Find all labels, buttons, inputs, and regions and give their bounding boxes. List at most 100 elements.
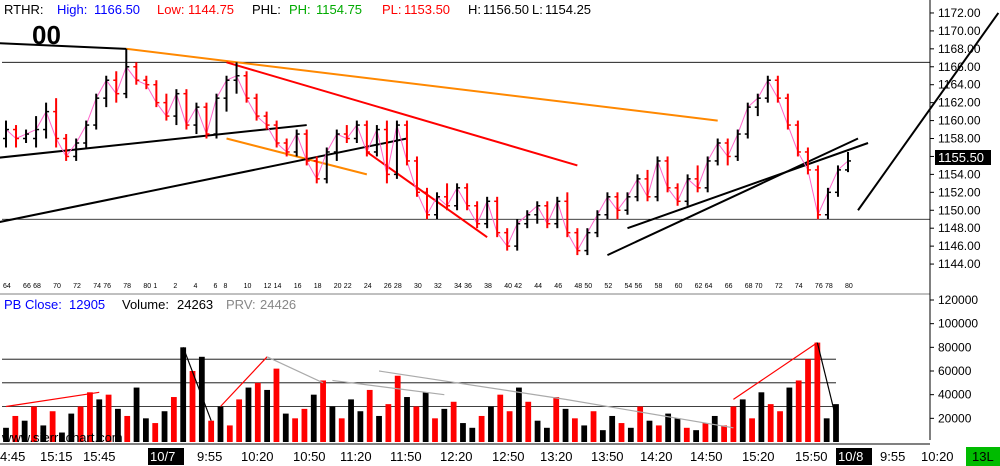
ohlc-bar — [23, 129, 30, 143]
volume-bar — [469, 427, 476, 442]
ph-value: 1154.75 — [316, 2, 362, 17]
date-tick-box — [148, 448, 184, 465]
volume-bar — [739, 399, 746, 442]
ohlc-bar — [273, 120, 280, 148]
ohlc-bar — [544, 201, 551, 229]
price-tick-label: 1162.00 — [938, 96, 981, 110]
ohlc-bar — [313, 156, 320, 184]
ohlc-bar — [343, 125, 350, 143]
ohlc-bar — [43, 102, 50, 139]
volume-trendline — [182, 347, 212, 421]
volume-trendline — [733, 342, 818, 400]
trendline — [0, 42, 127, 50]
volume-bar — [292, 418, 298, 442]
ohlc-bar — [504, 228, 511, 251]
volume-bar — [357, 411, 364, 442]
ohlc-bar — [464, 183, 471, 211]
volume-bar — [562, 408, 569, 442]
time-tick-label: 10:20 — [921, 449, 954, 464]
ohlc-bar — [534, 201, 541, 224]
ohlc-bar — [654, 156, 661, 202]
time-tick-label: 11:50 — [390, 449, 422, 464]
price-tick-label: 1154.00 — [938, 167, 981, 181]
volume-bar — [254, 382, 261, 442]
volume-bar — [805, 359, 811, 442]
volume-bar — [749, 418, 755, 442]
time-tick-label: 13:20 — [540, 449, 573, 464]
volume-bar — [198, 356, 205, 442]
pl-value: 1153.50 — [404, 2, 450, 17]
corner-badge: 13L — [972, 449, 994, 464]
volume-bar — [385, 404, 392, 442]
ohlc-bar — [83, 120, 90, 148]
volume-bar — [544, 427, 550, 442]
volume-bar — [394, 375, 401, 442]
bar-number-label: 74 — [93, 283, 101, 290]
prv-label: PRV: — [226, 297, 256, 312]
volume-bar — [413, 406, 420, 442]
volume-bar — [590, 411, 597, 442]
bar-number-label: 4 — [193, 283, 197, 290]
bar-number-label: 64 — [705, 283, 713, 290]
volume-bar — [655, 425, 662, 442]
bar-number-label: 22 — [344, 283, 352, 290]
volume-trendline — [816, 342, 837, 419]
ohlc-bar — [243, 71, 250, 103]
ohlc-bar — [764, 75, 771, 103]
bar-number-label: 56 — [635, 283, 643, 290]
bar-number-label: 62 — [695, 283, 703, 290]
ohlc-bar — [694, 165, 701, 193]
price-label: 1155.50 — [938, 150, 984, 165]
bar-number-label: 68 — [745, 283, 753, 290]
volume-bar — [245, 387, 252, 442]
volume-bar — [320, 380, 326, 442]
ohlc-bar — [353, 120, 360, 143]
price-tick-label: 1150.00 — [938, 203, 981, 217]
time-tick-label: 12:20 — [440, 449, 473, 464]
bar-number-label: 64 — [3, 283, 11, 290]
volume-trendline — [332, 379, 445, 396]
time-tick-label: 10/8 — [838, 449, 863, 464]
volume-bar — [21, 420, 28, 442]
bar-number-label: 72 — [775, 283, 783, 290]
volume-bar — [170, 397, 177, 442]
volume-bar — [814, 342, 821, 442]
volume-bar — [488, 406, 494, 442]
ohlc-bar — [413, 156, 420, 197]
time-tick-label: 9:55 — [197, 449, 222, 464]
ohlc-bar — [554, 196, 561, 229]
time-tick-label: 15:20 — [742, 449, 775, 464]
ohlc-bar — [674, 183, 681, 206]
bar-number-label: 10 — [244, 283, 252, 290]
volume-tick-label: 100000 — [938, 317, 978, 331]
volume-tick-label: 40000 — [938, 388, 972, 402]
volume-bar — [693, 430, 700, 442]
ohlc-bar — [604, 192, 611, 220]
ohlc-bar — [333, 129, 340, 161]
bar-number-label: 70 — [53, 283, 61, 290]
ohlc-bar — [173, 89, 180, 126]
time-tick-label: 11:20 — [340, 449, 372, 464]
ohlc-bar — [434, 192, 441, 220]
time-tick-label: 14:50 — [690, 449, 723, 464]
ohlc-bar — [103, 75, 110, 108]
volume-bar — [133, 387, 140, 442]
volume-bar — [301, 408, 308, 442]
volume-bar — [12, 415, 19, 442]
bar-number-label: 72 — [73, 283, 81, 290]
corner-badge-box — [966, 447, 1000, 466]
time-tick-label: 13:50 — [591, 449, 624, 464]
ohlc-bar — [203, 102, 210, 139]
volume-bar — [534, 420, 541, 442]
h-label: H: — [468, 2, 481, 17]
bar-number-label: 70 — [755, 283, 763, 290]
ohlc-bar — [794, 120, 801, 157]
volume-tick-label: 60000 — [938, 364, 972, 378]
ohlc-bar — [193, 102, 200, 135]
ohlc-bar — [63, 134, 70, 161]
bar-number-label: 2 — [173, 283, 177, 290]
volume-bar — [721, 425, 727, 442]
volume-bar — [348, 399, 354, 442]
bar-number-label: 44 — [534, 283, 542, 290]
price-tick-label: 1144.00 — [938, 257, 981, 271]
